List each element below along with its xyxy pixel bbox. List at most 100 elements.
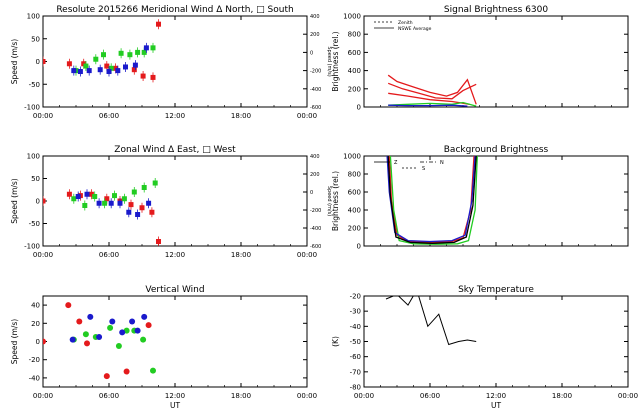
meridional-x-tick-label: 18:00: [231, 112, 251, 120]
meridional-x-tick-label: 12:00: [165, 112, 185, 120]
vertical-y-tick-label: 0: [36, 338, 40, 346]
zonal-y2-tick-label: 200: [310, 172, 320, 178]
vertical-x-tick-label: 18:00: [231, 392, 251, 400]
zonal-plot-frame: [42, 155, 308, 247]
zonal-x-tick-label: 00:00: [33, 251, 53, 259]
meridional-y-tick-label: 0: [36, 58, 40, 66]
signal-line-red-1: [387, 74, 477, 105]
background-legend-label: S: [422, 166, 425, 172]
vertical-point-red: [145, 322, 152, 329]
signal-y-tick-label: 0: [357, 104, 361, 112]
background-plot-frame: [363, 155, 629, 247]
vertical-point-green: [82, 331, 89, 338]
meridional-y2-tick-label: -600: [310, 105, 321, 111]
background-y-tick-label: 0: [357, 243, 361, 251]
meridional-y-tick-label: -100: [24, 104, 40, 112]
vertical-point-red: [123, 368, 130, 375]
background-line-blue: [386, 156, 476, 243]
zonal-y-tick-label: 0: [36, 198, 40, 206]
skytemp-y-tick-label: -40: [350, 323, 361, 331]
skytemp-y-tick-label: -60: [350, 353, 361, 361]
vertical-point-blue: [87, 313, 94, 320]
background-line-green: [389, 156, 478, 245]
skytemp-y-tick-label: -80: [350, 384, 361, 392]
zonal-x-tick-label: 18:00: [231, 251, 251, 259]
meridional-y2-tick-label: -200: [310, 69, 321, 75]
vertical-point-red: [103, 373, 110, 380]
vertical-point-red: [84, 340, 90, 347]
vertical-point-green: [140, 336, 147, 343]
background-y-tick-label: 200: [348, 225, 361, 233]
signal-line-blue: [388, 104, 468, 107]
vertical-point-red: [76, 318, 83, 325]
meridional-y2-tick-label: -400: [310, 87, 321, 93]
meridional-x-tick-label: 00:00: [297, 112, 317, 120]
vertical-x-tick-label: 00:00: [297, 392, 317, 400]
meridional-y-tick-label: 100: [27, 13, 40, 21]
vertical-point-green: [115, 343, 122, 350]
background-y-tick-label: 1000: [343, 153, 361, 161]
vertical-data: [43, 302, 156, 380]
meridional-x-tick-label: 06:00: [99, 112, 119, 120]
vertical-x-tick-label: 00:00: [33, 392, 53, 400]
vertical-y-tick-label: 40: [31, 302, 40, 310]
meridional-y2-tick-label: 0: [310, 50, 313, 56]
meridional-y2-tick-label: 200: [310, 32, 320, 38]
meridional-y2-tick-label: 400: [310, 14, 320, 20]
meridional-data: [43, 19, 161, 83]
signal-y-tick-label: 200: [348, 85, 361, 93]
vertical-point-blue: [96, 333, 103, 340]
zonal-chart: Zonal Wind Δ East, □ West 00:00 06:00 12:00…: [10, 145, 332, 259]
skytemp-plot-frame: [363, 295, 629, 388]
background-y-tick-label: 600: [348, 189, 361, 197]
vertical-title: Vertical Wind: [145, 285, 204, 295]
meridional-y-tick-label: -50: [29, 81, 40, 89]
vertical-point-blue: [129, 318, 136, 325]
skytemp-y-label: (K): [331, 336, 340, 347]
meridional-title: Resolute 2015266 Meridional Wind Δ North…: [56, 5, 293, 15]
signal-line-red-2: [387, 82, 477, 100]
meridional-x-tick-label: 00:00: [33, 112, 53, 120]
vertical-point-blue: [141, 313, 148, 320]
signal-title: Signal Brightness 6300: [444, 5, 548, 15]
background-legend-label: N: [440, 160, 444, 166]
vertical-chart: Vertical Wind 00:00 06:00 12:00 18:00 00:00 -4…: [10, 285, 317, 410]
zonal-y2-tick-label: -400: [310, 226, 321, 232]
vertical-y-tick-label: -20: [29, 356, 40, 364]
signal-y-tick-label: 400: [348, 67, 361, 75]
meridional-y-label: Speed (m/s): [10, 39, 19, 85]
background-y-tick-label: 400: [348, 207, 361, 215]
signal-y-tick-label: 800: [348, 31, 361, 39]
skytemp-y-tick-label: -30: [350, 308, 361, 316]
meridional-y2-label: Speed (m/s): [326, 46, 332, 76]
background-chart: Background Brightness 0 200 400 600 800 1000 Br…: [331, 145, 629, 251]
zonal-y-tick-label: -50: [29, 220, 40, 228]
zonal-point-red: [43, 198, 46, 204]
zonal-x-tick-label: 06:00: [99, 251, 119, 259]
zonal-x-tick-label: 12:00: [165, 251, 185, 259]
vertical-point-blue: [134, 327, 141, 334]
background-line-red: [388, 156, 475, 244]
zonal-data: [43, 178, 161, 246]
vertical-point-red: [65, 302, 72, 309]
skytemp-x-tick-label: 18:00: [552, 392, 572, 400]
background-y-tick-label: 800: [348, 171, 361, 179]
meridional-y-tick-label: 50: [31, 35, 40, 43]
meridional-chart: Resolute 2015266 Meridional Wind Δ North…: [10, 5, 332, 120]
zonal-title: Zonal Wind Δ East, □ West: [114, 145, 236, 155]
signal-line-green: [388, 101, 477, 107]
zonal-y-tick-label: 50: [31, 175, 40, 183]
signal-y-tick-label: 1000: [343, 13, 361, 21]
zonal-y-label: Speed (m/s): [10, 178, 19, 224]
zonal-x-tick-label: 00:00: [297, 251, 317, 259]
signal-line-red-3: [388, 92, 470, 105]
skytemp-line-black: [385, 296, 477, 346]
skytemp-y-tick-label: -20: [350, 293, 361, 301]
skytemp-title: Sky Temperature: [458, 285, 534, 295]
background-line-black: [387, 156, 477, 244]
vertical-y-tick-label: 20: [31, 320, 40, 328]
vertical-y-label: Speed (m/s): [10, 319, 19, 365]
signal-y-label: Brightness (rel.): [331, 31, 340, 91]
